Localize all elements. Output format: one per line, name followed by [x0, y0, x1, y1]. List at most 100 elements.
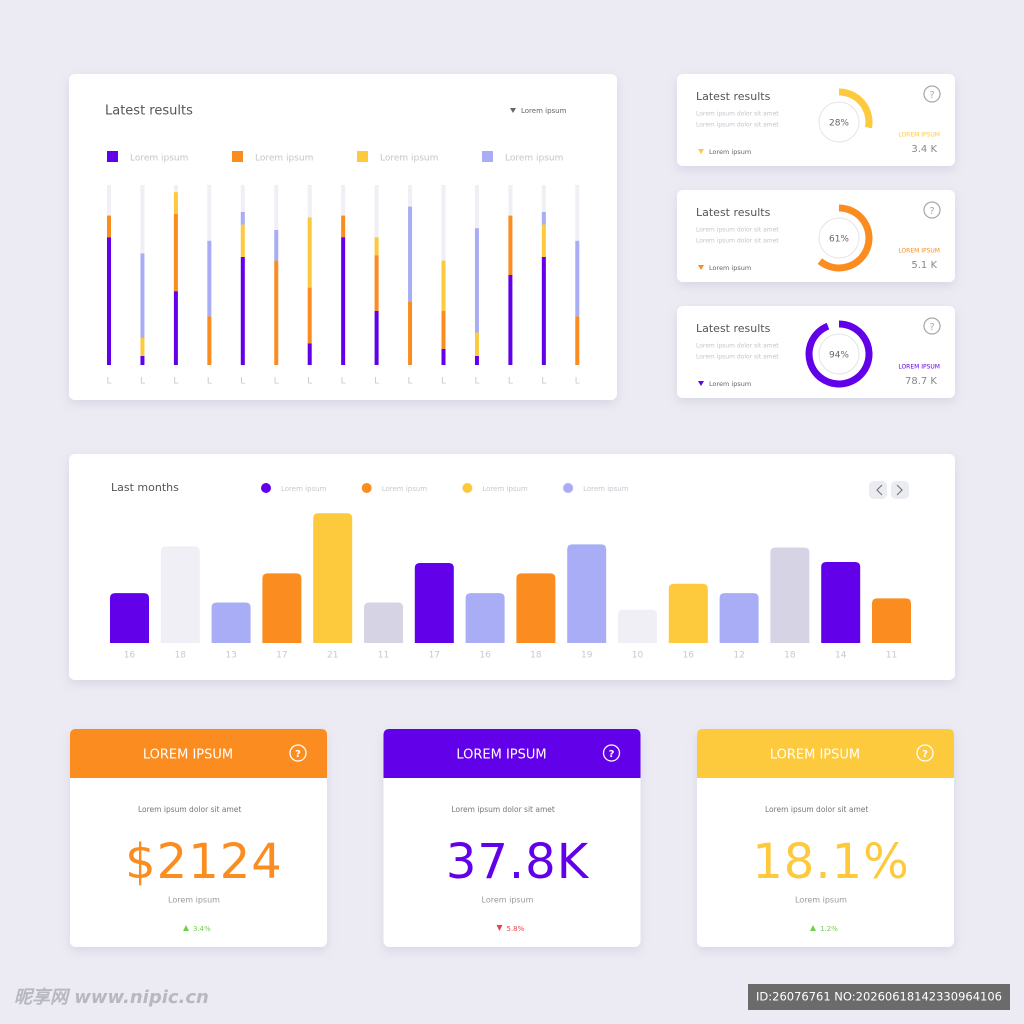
- nav-chevron: [876, 484, 883, 496]
- help-icon[interactable]: [923, 85, 941, 103]
- help-icon[interactable]: [602, 744, 621, 762]
- side-label: LOREM IPSUM: [898, 248, 940, 255]
- x-tick-label: L: [173, 377, 178, 387]
- x-tick-label: 16: [479, 651, 491, 661]
- help-icon[interactable]: [289, 744, 307, 762]
- bar: [262, 573, 302, 643]
- bar: [313, 513, 353, 643]
- dropdown[interactable]: Lorem ipsum: [521, 107, 567, 115]
- bar-segment: [441, 260, 446, 311]
- total: 5.1 K: [911, 260, 937, 271]
- panel: [677, 190, 955, 282]
- help-mark: ?: [929, 90, 934, 101]
- bar: [465, 593, 505, 643]
- x-tick-label: 10: [632, 651, 644, 661]
- donut-label: 61%: [829, 235, 849, 245]
- bar: [618, 609, 657, 643]
- donut-arc: [838, 88, 873, 129]
- bar-segment: [541, 224, 546, 257]
- side-label: LOREM IPSUM: [898, 364, 940, 371]
- bar-segment: [207, 240, 212, 317]
- watermark-id: ID:26076761 NO:20260618142330964106: [756, 990, 1002, 1004]
- bar-segment: [107, 215, 111, 238]
- bar-segment: [107, 237, 111, 365]
- x-tick-label: 12: [733, 651, 744, 661]
- donut-inner: [818, 101, 860, 143]
- panel: [677, 74, 955, 166]
- card-header: [697, 729, 954, 778]
- x-tick-label: 21: [327, 651, 338, 661]
- x-tick-label: L: [541, 377, 546, 387]
- x-tick-label: L: [274, 377, 279, 387]
- x-tick-label: 14: [835, 651, 847, 661]
- x-tick-label: 11: [378, 651, 389, 661]
- donut-arc: [817, 204, 873, 272]
- x-tick-label: 18: [175, 651, 187, 661]
- donut-label: 94%: [829, 351, 849, 361]
- bar: [567, 544, 607, 643]
- card-text: Lorem ipsum dolor sit amet: [696, 122, 779, 129]
- help-icon[interactable]: [923, 201, 941, 219]
- dropdown-arrow[interactable]: [510, 108, 516, 113]
- legend-arrow: [698, 265, 704, 270]
- side-label: LOREM IPSUM: [898, 132, 940, 139]
- donut-arc: [805, 320, 873, 388]
- bar-segment: [541, 257, 546, 365]
- x-tick-label: L: [474, 377, 479, 387]
- x-tick-label: L: [575, 377, 580, 387]
- legend-swatch: [482, 151, 493, 162]
- legend-swatch: [232, 151, 243, 162]
- card-title: Latest results: [696, 322, 771, 335]
- bar-segment: [341, 215, 346, 238]
- bar: [364, 602, 403, 643]
- x-tick-label: L: [140, 377, 145, 387]
- bar-segment: [307, 343, 312, 365]
- trend-arrow: [183, 925, 189, 931]
- help-icon[interactable]: [923, 317, 941, 335]
- bar-segment: [140, 356, 145, 365]
- kpi-value: 37.8K: [446, 834, 590, 890]
- bar-segment: [274, 230, 279, 261]
- legend-label: Lorem ipsum: [380, 154, 438, 164]
- card-text: Lorem ipsum dolor sit amet: [696, 111, 779, 118]
- legend-label: Lorem ipsum: [255, 154, 313, 164]
- panel-title: Latest results: [105, 104, 193, 119]
- trend-value: 1.2%: [820, 925, 838, 933]
- bar-segment: [140, 338, 145, 356]
- trend-arrow: [810, 925, 816, 931]
- panel: [677, 306, 955, 398]
- help-mark: ?: [922, 749, 928, 760]
- nav-button[interactable]: [869, 481, 887, 499]
- legend-label: Lorem ipsum: [482, 485, 528, 493]
- card-header: [70, 729, 327, 778]
- watermark: 昵享网 www.nipic.cn: [14, 987, 209, 1008]
- panel: [70, 729, 327, 947]
- legend-arrow: [698, 149, 704, 154]
- legend-dot: [563, 483, 574, 493]
- x-tick-label: L: [307, 377, 312, 387]
- bar-segment: [575, 316, 580, 365]
- card-title: Latest results: [696, 206, 771, 219]
- bar-segment: [240, 212, 245, 225]
- kpi-caption: Lorem ipsum: [168, 896, 220, 905]
- x-tick-label: 18: [530, 651, 542, 661]
- legend-swatch: [357, 151, 368, 162]
- x-tick-label: 16: [124, 651, 136, 661]
- kpi-caption: Lorem ipsum: [795, 896, 847, 905]
- bar: [668, 583, 708, 643]
- trend-arrow: [496, 925, 503, 931]
- x-tick-label: L: [374, 377, 379, 387]
- card-header-text: LOREM IPSUM: [456, 748, 546, 763]
- bar-segment: [374, 311, 379, 365]
- bar-segment: [140, 253, 145, 338]
- x-tick-label: L: [240, 377, 245, 387]
- panel: [697, 729, 954, 947]
- bar-segment: [508, 275, 513, 365]
- card-header: [383, 729, 641, 778]
- nav-button[interactable]: [891, 481, 909, 499]
- kpi-caption: Lorem ipsum: [482, 896, 534, 905]
- total: 78.7 K: [905, 376, 937, 387]
- help-icon[interactable]: [916, 744, 934, 762]
- kpi-value: 18.1%: [752, 834, 909, 890]
- x-tick-label: L: [207, 377, 212, 387]
